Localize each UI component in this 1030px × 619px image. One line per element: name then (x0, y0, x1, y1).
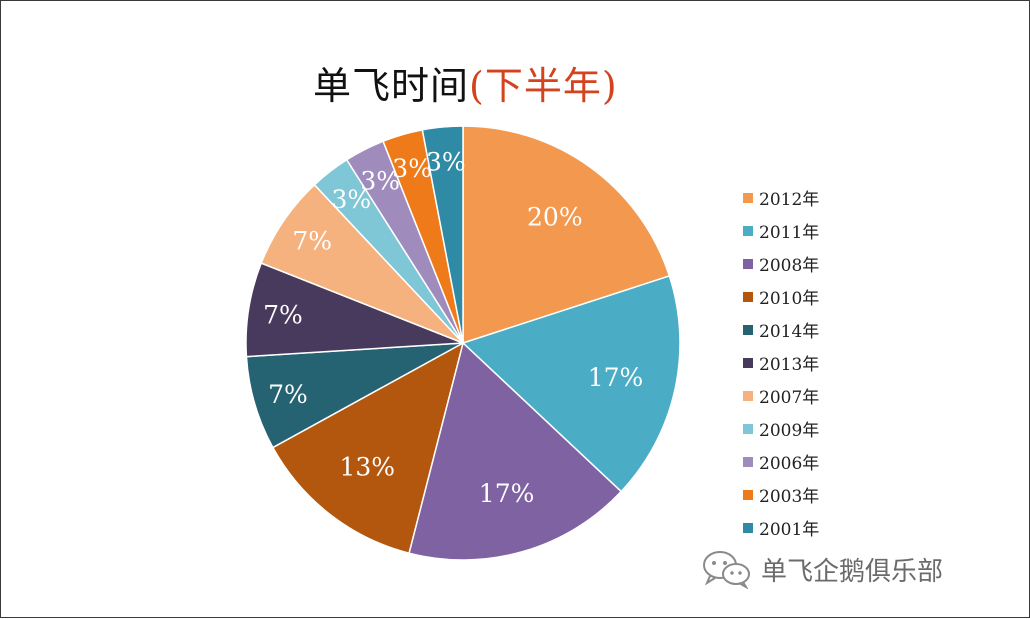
legend-item: 2011年 (743, 214, 863, 247)
legend-label: 2011年 (759, 223, 820, 243)
legend-item: 2006年 (743, 445, 863, 478)
slice-label-6: 7% (292, 227, 332, 256)
slice-label-8: 3% (360, 167, 400, 196)
legend-label: 2001年 (759, 520, 820, 540)
chart-legend: 2012年 2011年 2008年 2010年 2014年 2013年 2007年 2009年… (743, 181, 863, 544)
legend-swatch (743, 423, 753, 434)
legend-item: 2009年 (743, 412, 863, 445)
slice-label-2: 17% (479, 479, 535, 508)
legend-swatch (743, 390, 753, 401)
legend-swatch (743, 324, 753, 335)
legend-swatch (743, 291, 753, 302)
legend-label: 2008年 (759, 256, 820, 276)
slice-label-10: 3% (426, 148, 466, 177)
legend-item: 2013年 (743, 346, 863, 379)
slice-label-0: 20% (527, 203, 583, 232)
legend-swatch (743, 192, 753, 203)
legend-swatch (743, 258, 753, 269)
chart-title: 单飞时间(下半年) (313, 55, 618, 110)
pie-slice-10 (421, 125, 464, 344)
legend-label: 2013年 (759, 355, 820, 375)
legend-swatch (743, 357, 753, 368)
pie-slice-1 (461, 274, 681, 493)
legend-swatch (743, 522, 753, 533)
title-subtitle: (下半年) (469, 64, 618, 108)
slice-label-5: 7% (263, 300, 303, 329)
legend-item: 2012年 (743, 181, 863, 214)
legend-label: 2009年 (759, 421, 820, 441)
legend-item: 2007年 (743, 379, 863, 412)
legend-item: 2008年 (743, 247, 863, 280)
slice-label-9: 3% (392, 154, 432, 183)
legend-label: 2007年 (759, 388, 820, 408)
legend-item: 2014年 (743, 313, 863, 346)
legend-swatch (743, 225, 753, 236)
slice-label-3: 13% (339, 452, 395, 481)
legend-label: 2003年 (759, 487, 820, 507)
legend-swatch (743, 456, 753, 467)
legend-item: 2003年 (743, 478, 863, 511)
legend-label: 2006年 (759, 454, 820, 474)
watermark-text: 单飞企鹅俱乐部 (761, 556, 944, 587)
legend-label: 2014年 (759, 322, 820, 342)
title-main: 单飞时间 (313, 64, 470, 108)
watermark: 单飞企鹅俱乐部 (701, 549, 943, 589)
slice-label-7: 3% (331, 185, 371, 214)
slice-label-1: 17% (588, 363, 644, 392)
pie-slice-2 (408, 341, 623, 561)
legend-item: 2001年 (743, 511, 863, 544)
legend-swatch (743, 489, 753, 500)
pie-slice-0 (462, 125, 671, 345)
slice-label-4: 7% (268, 380, 308, 409)
wechat-icon (703, 551, 750, 589)
legend-item: 2010年 (743, 280, 863, 313)
legend-label: 2012年 (759, 190, 820, 210)
legend-label: 2010年 (759, 289, 820, 309)
pie-slice-3 (271, 341, 465, 555)
